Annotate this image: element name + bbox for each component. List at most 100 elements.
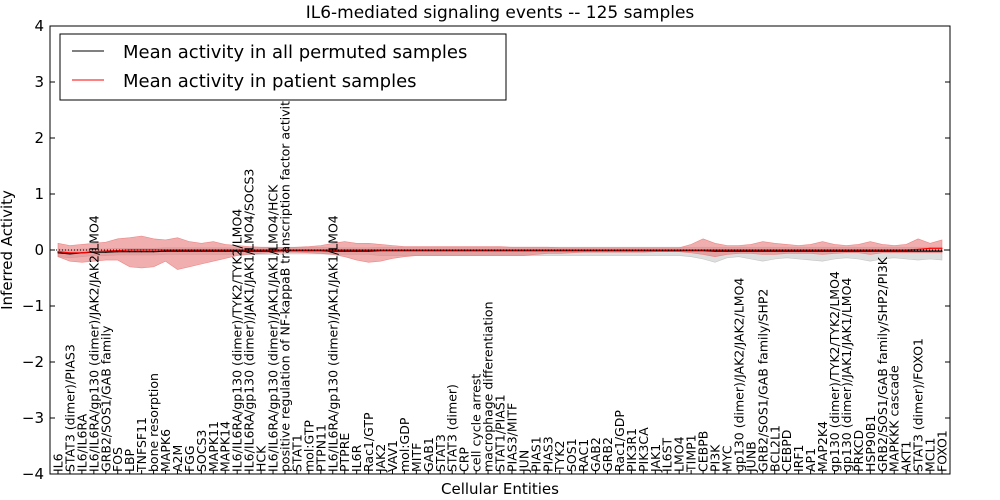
x-tick-label: mol:GTP xyxy=(301,420,316,472)
x-tick-label: RAC1 xyxy=(576,439,591,472)
point-permuted xyxy=(57,252,59,254)
x-tick-label: HCK xyxy=(254,445,269,472)
band-patient xyxy=(57,235,943,270)
x-tick-label: IL6/IL6RA/gp130 (dimer)/JAK1/JAK1/LMO4/H… xyxy=(266,184,281,472)
x-tick-label: FGG xyxy=(182,445,197,472)
x-tick-label: MAPK6 xyxy=(158,429,173,472)
point-patient xyxy=(726,249,728,251)
point-patient xyxy=(93,251,95,253)
x-tick-label: STAT3 (dimer)/FOXO1 xyxy=(911,338,926,472)
point-permuted xyxy=(786,250,788,252)
x-tick-label: FOS xyxy=(110,447,125,472)
x-tick-label: MYC xyxy=(720,445,735,472)
y-axis-ticks: −4 −3 −2 −1 0 1 2 3 4 xyxy=(22,17,950,483)
x-tick-label: mol:GDP xyxy=(397,417,412,472)
point-permuted xyxy=(152,251,155,253)
point-permuted xyxy=(714,250,716,252)
point-patient xyxy=(152,249,155,251)
y-tick-label: 4 xyxy=(34,17,44,35)
point-patient xyxy=(678,249,680,251)
point-permuted xyxy=(726,250,728,252)
point-patient xyxy=(714,249,716,251)
point-permuted xyxy=(164,250,167,252)
point-permuted xyxy=(367,250,370,252)
x-tick-label: IL6/IL6RA/gp130 (dimer)/JAK2/JAK2/LMO4 xyxy=(86,215,101,472)
x-tick-label: Rac1/GDP xyxy=(612,410,627,472)
point-permuted xyxy=(248,250,250,252)
point-permuted xyxy=(845,250,848,252)
point-permuted xyxy=(917,250,919,252)
x-tick-label: gp130 (dimer)/TYK2/TYK2/LMO4 xyxy=(827,271,842,472)
x-tick-label: TYK2 xyxy=(552,441,567,473)
point-patient xyxy=(798,249,800,251)
x-tick-label: CEBPB xyxy=(696,431,711,472)
x-tick-label: GRB2/SOS1/GAB family/SHP2 xyxy=(755,289,770,472)
point-patient xyxy=(606,249,609,251)
x-tick-label: MAPKKK cascade xyxy=(887,365,902,472)
point-permuted xyxy=(272,250,274,252)
point-patient xyxy=(869,249,871,251)
x-tick-label: STAT1 xyxy=(289,434,304,472)
point-permuted xyxy=(236,250,238,252)
x-tick-label: CEBPD xyxy=(779,430,794,472)
point-permuted xyxy=(893,250,895,252)
point-permuted xyxy=(212,250,214,252)
x-tick-label: JUN xyxy=(516,450,531,473)
x-tick-label: BCL2L1 xyxy=(767,425,782,472)
x-tick-label: CRP xyxy=(457,447,472,472)
point-patient xyxy=(642,249,644,251)
x-tick-label: PI3K xyxy=(708,444,723,472)
x-tick-label: SOCS3 xyxy=(194,430,209,472)
x-tick-label: macrophage differentiation xyxy=(481,301,496,472)
x-tick-label: MITF xyxy=(409,443,424,472)
point-permuted xyxy=(738,250,740,252)
y-tick-label: −3 xyxy=(22,409,44,427)
x-tick-label: AKT1 xyxy=(899,441,914,472)
x-tick-label: IL6/IL6RA/gp130 (dimer)/JAK1/JAK1/LMO4/S… xyxy=(242,169,257,472)
point-permuted xyxy=(176,250,179,252)
point-permuted xyxy=(260,250,262,252)
y-tick-label: 1 xyxy=(34,185,44,203)
point-permuted xyxy=(188,250,191,252)
x-tick-label: GAB1 xyxy=(421,437,436,472)
point-permuted xyxy=(200,250,202,252)
x-tick-label: FOXO1 xyxy=(935,430,950,472)
x-tick-label: AP1 xyxy=(803,448,818,472)
x-tick-label: TIMP1 xyxy=(684,434,699,473)
point-patient xyxy=(117,249,119,252)
x-tick-label: positive regulation of NF-kappaB transcr… xyxy=(278,93,293,472)
x-tick-label: IL6 xyxy=(51,453,66,472)
x-tick-label: IL6R xyxy=(349,444,364,472)
point-patient xyxy=(821,249,824,251)
point-patient xyxy=(188,249,191,251)
point-permuted xyxy=(809,250,812,252)
point-patient xyxy=(129,249,131,251)
x-tick-label: MAPK11 xyxy=(206,421,221,472)
point-permuted xyxy=(762,250,764,252)
x-tick-label: PIAS1 xyxy=(528,436,543,472)
x-tick-label: bone resorption xyxy=(146,373,161,472)
y-tick-label: −2 xyxy=(22,353,44,371)
point-patient xyxy=(594,249,597,251)
point-patient xyxy=(738,249,740,251)
x-tick-label: GRB2 xyxy=(600,437,615,472)
point-permuted xyxy=(929,250,931,252)
x-tick-label: PIAS3 xyxy=(540,436,555,472)
point-patient xyxy=(654,249,656,251)
point-permuted xyxy=(750,250,752,252)
point-permuted xyxy=(798,250,800,252)
point-patient xyxy=(666,249,668,251)
point-patient xyxy=(105,250,107,252)
legend-label-permuted: Mean activity in all permuted samples xyxy=(123,42,467,63)
point-permuted xyxy=(69,253,71,255)
point-patient xyxy=(750,249,752,251)
point-permuted xyxy=(332,250,334,252)
x-tick-label: VAV1 xyxy=(385,440,400,472)
y-tick-label: 2 xyxy=(34,129,44,147)
point-patient xyxy=(845,249,848,251)
x-tick-label: TNFSF11 xyxy=(134,417,149,473)
x-tick-label: PIAS3/MITF xyxy=(504,403,519,472)
point-permuted xyxy=(833,250,836,252)
point-patient xyxy=(583,249,585,251)
x-tick-label: LMO4 xyxy=(672,436,687,472)
